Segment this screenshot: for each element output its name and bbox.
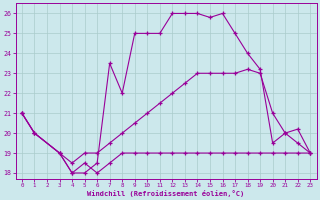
X-axis label: Windchill (Refroidissement éolien,°C): Windchill (Refroidissement éolien,°C) bbox=[87, 190, 245, 197]
